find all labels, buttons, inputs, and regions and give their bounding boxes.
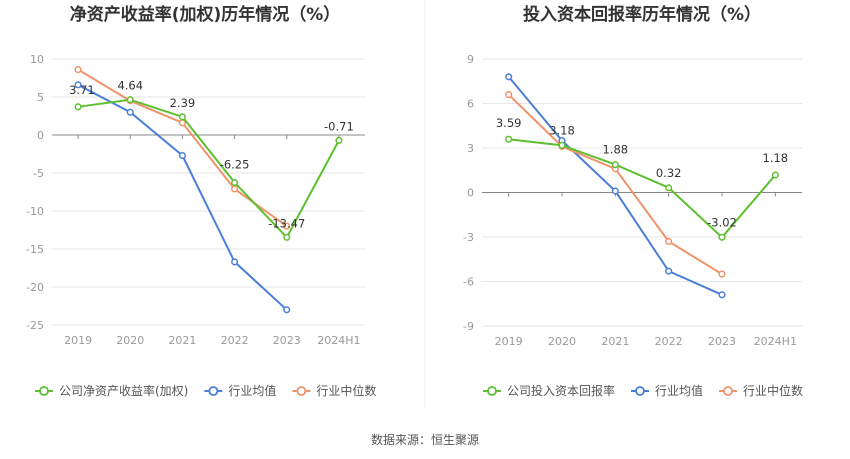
data-label: 3.18 — [549, 123, 575, 137]
y-tick-label: 6 — [467, 98, 474, 111]
data-point-company — [283, 233, 291, 241]
data-label: 3.59 — [496, 116, 522, 130]
data-point-industry_avg — [74, 81, 82, 89]
data-point-industry_avg — [231, 258, 239, 266]
legend-item-label: 行业中位数 — [743, 383, 803, 398]
legend-swatch-marker — [723, 386, 733, 396]
y-tick-label: 10 — [30, 53, 44, 66]
y-tick-label: -3 — [463, 231, 474, 244]
roe-chart: 净资产收益率(加权)历年情况（%） 10 5 0 -5 -10 -15 -20 -25 2019 2… — [26, 4, 376, 398]
y-tick-label: 0 — [467, 187, 474, 200]
legend-item-label: 行业均值 — [655, 383, 703, 398]
data-label: 3.71 — [69, 83, 95, 97]
y-tick-label: -20 — [26, 281, 44, 294]
y-tick-label: -25 — [26, 319, 44, 332]
data-point-company — [718, 233, 726, 241]
x-tick-label: 2023 — [708, 335, 736, 348]
y-tick-label: 9 — [467, 53, 474, 66]
x-tick-label: 2020 — [116, 334, 144, 347]
chart-title: 净资产收益率(加权)历年情况（%） — [70, 4, 341, 25]
legend-swatch-marker — [296, 386, 307, 396]
legend-swatch-marker — [635, 386, 645, 396]
data-label: -13.47 — [268, 216, 305, 230]
y-tick-label: -15 — [26, 243, 44, 256]
legend-item-label: 行业中位数 — [316, 383, 376, 398]
data-label: -6.25 — [220, 158, 250, 172]
data-point-industry_median — [283, 222, 291, 230]
y-tick-label: 3 — [467, 142, 474, 155]
x-tick-label: 2021 — [168, 334, 196, 347]
roic-chart: 投入资本回报率历年情况（%） 9 6 3 0 -3 -6 -9 2019 2020 2021 2022… — [463, 4, 803, 398]
data-point-company — [771, 171, 779, 179]
x-tick-label: 2021 — [601, 335, 629, 348]
series-line-company — [77, 98, 340, 240]
data-point-company — [335, 136, 343, 144]
data-point-company — [126, 96, 134, 104]
legend-item-label: 公司净资产收益率(加权) — [59, 383, 188, 398]
x-tick-label: 2019 — [64, 334, 92, 347]
data-point-company — [558, 141, 566, 149]
data-point-company — [231, 178, 239, 187]
data-point-industry_avg — [283, 306, 291, 314]
data-point-industry_median — [665, 237, 673, 245]
data-label: -0.71 — [324, 119, 354, 133]
y-tick-label: -6 — [463, 276, 474, 289]
data-label: 2.39 — [170, 96, 196, 110]
data-label: 1.18 — [763, 151, 789, 165]
data-point-industry_median — [231, 185, 239, 193]
y-tick-label: 5 — [37, 91, 44, 104]
legend-swatch-marker — [487, 386, 497, 396]
data-point-industry_median — [505, 91, 513, 99]
y-tick-label: -5 — [33, 167, 44, 180]
data-point-industry_avg — [718, 291, 726, 299]
x-tick-label: 2019 — [495, 335, 523, 348]
legend-swatch-marker — [39, 386, 49, 396]
data-label: 1.88 — [603, 143, 629, 157]
data-point-company — [74, 103, 82, 111]
data-source-note: 数据来源：恒生聚源 — [371, 432, 479, 447]
data-label: 4.64 — [117, 79, 143, 93]
series-line-industry_median — [507, 93, 723, 275]
data-point-company — [505, 135, 513, 143]
legend-item-label: 公司投入资本回报率 — [507, 383, 615, 398]
x-tick-label: 2024H1 — [754, 335, 797, 348]
data-point-industry_avg — [178, 151, 186, 160]
data-point-company — [178, 113, 186, 121]
data-label: -3.02 — [707, 215, 737, 229]
data-point-company — [665, 184, 673, 192]
x-tick-label: 2022 — [655, 335, 683, 348]
x-tick-label: 2024H1 — [317, 334, 360, 347]
data-point-company — [611, 161, 619, 169]
x-tick-label: 2023 — [273, 334, 301, 347]
legend-item-label: 行业均值 — [228, 383, 276, 398]
chart-title: 投入资本回报率历年情况（%） — [523, 4, 761, 25]
y-tick-label: 0 — [37, 129, 44, 142]
data-point-industry_avg — [505, 73, 513, 81]
x-tick-label: 2022 — [221, 334, 249, 347]
legend-swatch-marker — [208, 386, 219, 396]
data-label: 0.32 — [656, 166, 682, 180]
x-tick-label: 2020 — [548, 335, 576, 348]
data-point-industry_avg — [126, 108, 134, 116]
data-point-industry_median — [718, 270, 726, 278]
y-tick-label: -10 — [26, 205, 44, 218]
data-point-industry_avg — [665, 267, 673, 275]
y-tick-label: -9 — [463, 320, 474, 333]
series-line-industry_median — [77, 68, 288, 228]
series-line-company — [508, 138, 777, 239]
data-point-industry_avg — [611, 187, 619, 195]
series-line-industry_avg — [507, 76, 723, 296]
data-point-industry_median — [74, 66, 82, 74]
